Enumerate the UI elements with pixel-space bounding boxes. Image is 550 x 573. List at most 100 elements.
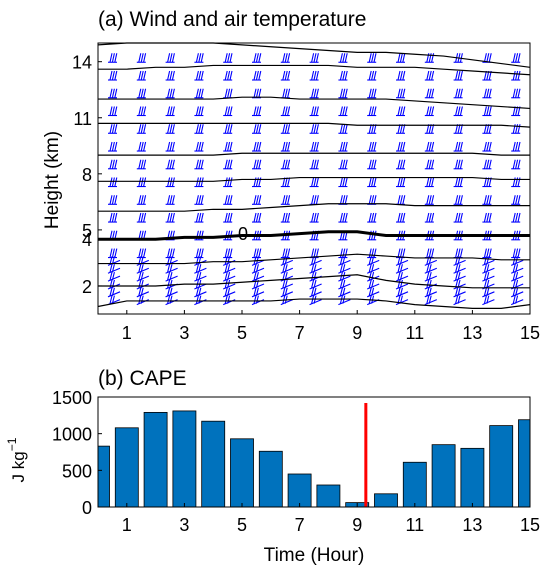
barb-feather (339, 177, 343, 187)
barb-feather (171, 70, 175, 81)
barb-feather (167, 53, 171, 63)
barb-feather (114, 88, 118, 98)
x-tick-label: 7 (295, 515, 305, 535)
wind-barb (309, 88, 319, 99)
barb-feather (253, 271, 257, 281)
barb-feather (224, 264, 228, 273)
barb-feather (368, 264, 372, 273)
panel-b-y-axis-label: J kg−1 (5, 437, 28, 482)
wind-barb (280, 195, 291, 205)
barb-feather (227, 88, 231, 98)
wind-barb (223, 212, 233, 223)
barb-feather (455, 271, 459, 281)
barb-feather (459, 88, 463, 98)
barb-feather (313, 279, 317, 289)
barb-feather (255, 271, 259, 281)
barb-shaft (424, 283, 438, 290)
wind-barb (424, 106, 435, 117)
barb-feather (169, 248, 173, 258)
x-tick-label: 1 (122, 323, 132, 343)
barb-feather (339, 124, 343, 134)
barb-feather (339, 295, 343, 304)
wind-barb (482, 271, 495, 282)
barb-feather (114, 70, 118, 81)
barb-feather (457, 159, 461, 169)
barb-feather (282, 264, 286, 273)
barb-shaft (165, 275, 178, 282)
barb-shaft (424, 291, 438, 298)
barb-shaft (222, 283, 236, 290)
wind-barb (107, 287, 121, 298)
wind-barb (511, 53, 521, 63)
barb-feather (512, 279, 516, 289)
barb-feather (282, 195, 286, 205)
barb-feather (397, 248, 401, 258)
barb-feather (111, 271, 115, 281)
barb-feather (198, 287, 202, 296)
barb-feather (224, 53, 228, 63)
wind-barb (453, 212, 463, 223)
wind-barb (510, 295, 524, 306)
contour-line (98, 96, 531, 110)
barb-feather (426, 271, 430, 281)
barb-feather (402, 212, 406, 223)
panel-b-x-ticks: 1 3 5 7 9 11 13 15 (122, 503, 540, 535)
wind-barb (280, 70, 291, 81)
wind-barb (511, 248, 521, 259)
barb-feather (138, 287, 142, 296)
barb-feather (167, 141, 171, 152)
barb-shaft (453, 291, 466, 298)
barb-feather (313, 124, 317, 134)
wind-barb (108, 159, 118, 170)
barb-feather (167, 195, 171, 205)
x-tick-label: 11 (405, 515, 424, 535)
wind-barb (396, 53, 406, 63)
wind-barb (280, 264, 294, 274)
barb-feather (138, 88, 142, 98)
barb-feather (258, 141, 262, 152)
barb-shaft (309, 259, 322, 266)
barb-shaft (482, 275, 495, 282)
wind-barb (165, 248, 175, 259)
wind-barb (108, 141, 118, 152)
barb-feather (169, 177, 173, 187)
barb-feather (459, 248, 463, 258)
barb-feather (483, 159, 487, 169)
wind-barb (511, 141, 521, 152)
barb-feather (287, 177, 291, 187)
barb-feather (167, 295, 171, 304)
y-tick-label: 8 (82, 165, 92, 185)
wind-barb (194, 248, 204, 259)
barb-feather (313, 70, 317, 81)
cape-bar (287, 473, 312, 508)
barb-feather (200, 106, 204, 116)
wind-barb (165, 53, 175, 63)
barb-feather (486, 106, 490, 116)
barb-feather (339, 212, 343, 223)
barb-feather (258, 212, 262, 223)
barb-feather (517, 124, 521, 134)
barb-feather (483, 88, 487, 98)
barb-feather (255, 264, 259, 273)
x-tick-label: 7 (295, 323, 305, 343)
barb-feather (195, 287, 199, 296)
barb-feather (399, 53, 403, 63)
barb-feather (373, 212, 377, 223)
barb-feather (224, 295, 228, 304)
barb-feather (344, 177, 348, 187)
barb-feather (284, 88, 288, 98)
wind-barb (338, 88, 348, 99)
y-tick-label: 4 (82, 230, 92, 250)
barb-feather (143, 248, 147, 258)
wind-barb (194, 141, 204, 152)
barb-feather (311, 70, 315, 81)
wind-barb (251, 271, 265, 282)
barb-feather (227, 248, 231, 258)
barb-feather (282, 70, 286, 81)
barb-feather (229, 53, 233, 63)
wind-barb (511, 195, 521, 205)
barb-shaft (194, 283, 207, 290)
barb-feather (111, 248, 115, 258)
wind-barb (252, 212, 262, 223)
barb-feather (255, 141, 259, 152)
